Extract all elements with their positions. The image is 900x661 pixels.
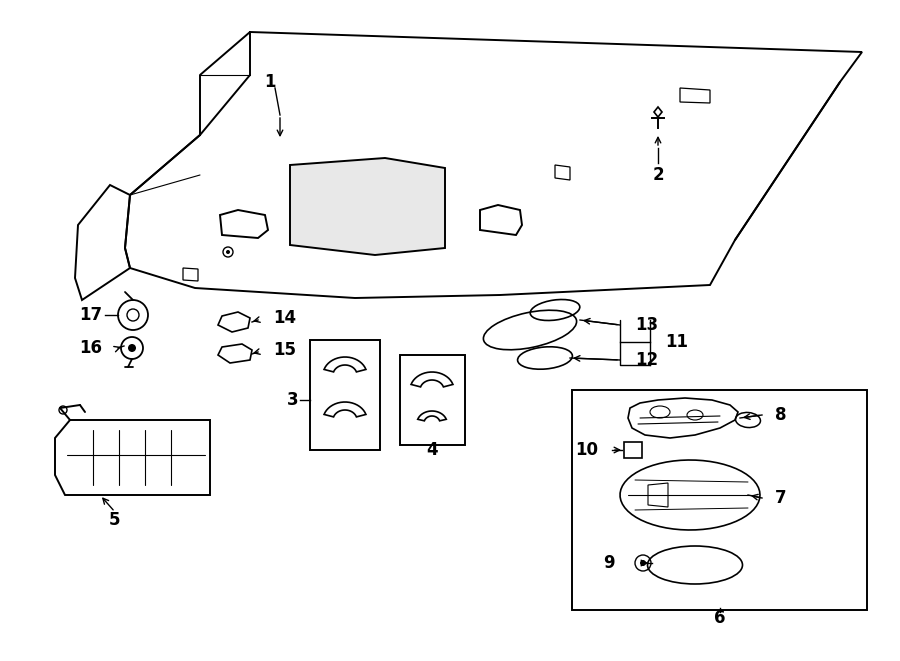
Circle shape (128, 344, 136, 352)
Text: 6: 6 (715, 609, 725, 627)
Text: 17: 17 (79, 306, 102, 324)
Bar (310, 340, 380, 450)
Text: 9: 9 (603, 554, 615, 572)
Text: 15: 15 (273, 341, 296, 359)
Text: 2: 2 (652, 166, 664, 184)
Bar (400, 355, 465, 445)
Text: 4: 4 (427, 441, 437, 459)
Text: 14: 14 (273, 309, 296, 327)
Text: 8: 8 (775, 406, 787, 424)
Text: 11: 11 (665, 333, 688, 351)
Text: 7: 7 (775, 489, 787, 507)
Text: 1: 1 (265, 73, 275, 91)
Text: 13: 13 (635, 316, 658, 334)
Bar (572, 390, 867, 610)
Bar (624, 442, 642, 458)
Circle shape (226, 250, 230, 254)
Polygon shape (290, 158, 445, 255)
Text: 16: 16 (79, 339, 102, 357)
Text: 5: 5 (109, 511, 121, 529)
Text: 3: 3 (286, 391, 298, 409)
Circle shape (640, 560, 646, 566)
Text: 10: 10 (575, 441, 598, 459)
Text: 12: 12 (635, 351, 658, 369)
